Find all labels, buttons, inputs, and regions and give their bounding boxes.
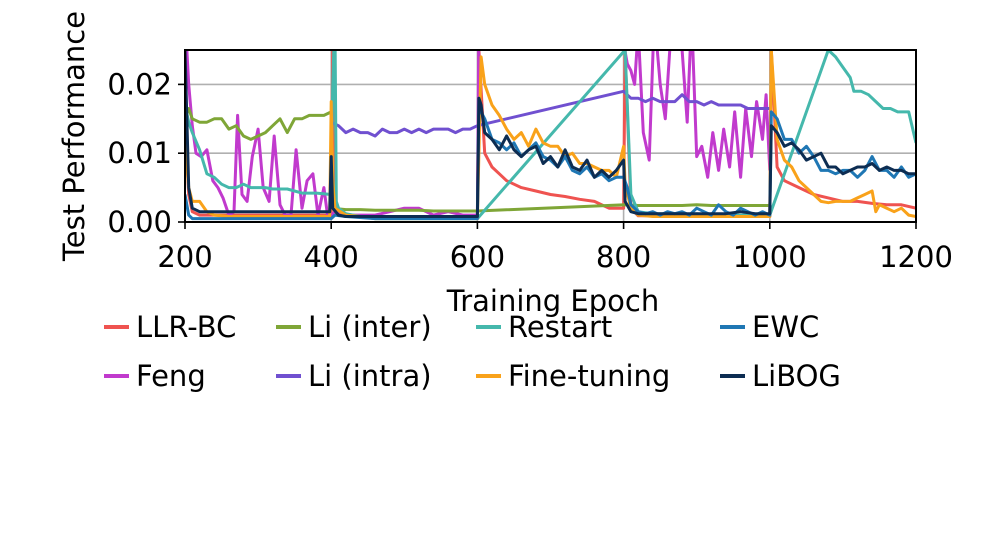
legend-label: LiBOG <box>752 359 841 393</box>
legend-item-li-inter: Li (inter) <box>276 310 432 344</box>
x-tick-label: 600 <box>450 240 505 274</box>
y-tick-label: 0.02 <box>107 67 172 101</box>
plot-frame <box>184 49 917 223</box>
legend-item-fine-tuning: Fine-tuning <box>476 359 670 393</box>
series-line-libog <box>185 50 916 218</box>
x-tick-label: 400 <box>304 240 359 274</box>
legend-item-ewc: EWC <box>720 310 819 344</box>
legend-item-restart: Restart <box>476 310 612 344</box>
legend-item-libog: LiBOG <box>720 359 841 393</box>
legend-label: Feng <box>136 359 206 393</box>
legend: LLR-BC Feng Li (inter) Li (intra) Restart Fin… <box>104 310 841 393</box>
x-tick-label: 200 <box>157 240 212 274</box>
y-tick-label: 0.01 <box>107 136 172 170</box>
y-tick-label: 0.00 <box>107 205 172 239</box>
legend-label: Li (inter) <box>308 310 432 344</box>
series-line-feng <box>185 50 772 217</box>
series-line-li-intra <box>330 89 770 138</box>
x-tick-label: 1000 <box>733 240 807 274</box>
x-axis-title: Training Epoch <box>446 284 659 318</box>
legend-label: EWC <box>752 310 819 344</box>
x-tick-label: 1200 <box>879 240 953 274</box>
legend-label: Li (intra) <box>308 359 432 393</box>
x-tick-label: 800 <box>596 240 651 274</box>
legend-item-feng: Feng <box>104 359 206 393</box>
series-lines <box>185 50 916 221</box>
legend-label: Fine-tuning <box>508 359 670 393</box>
ticks: 200 400 600 800 1000 1200 0.00 0.01 0.02 <box>107 67 952 274</box>
y-axis-title: Test Performance <box>57 11 91 262</box>
legend-label: LLR-BC <box>136 310 236 344</box>
legend-item-llr-bc: LLR-BC <box>104 310 236 344</box>
legend-label: Restart <box>508 310 612 344</box>
legend-item-li-intra: Li (intra) <box>276 359 432 393</box>
